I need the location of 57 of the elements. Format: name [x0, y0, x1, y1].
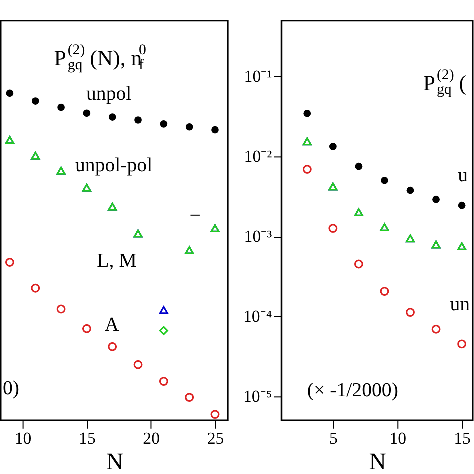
point	[108, 342, 118, 352]
point	[6, 258, 14, 267]
x-axis-title: N	[369, 450, 386, 474]
y-tick-label: 10⁻⁴	[243, 306, 272, 326]
point	[406, 308, 415, 318]
annotation: 0)	[2, 378, 20, 400]
x-tick-label: 15	[454, 428, 471, 448]
point	[458, 202, 466, 210]
point	[304, 110, 312, 118]
x-tick-label: 5	[329, 428, 338, 448]
x-tick-label: 15	[79, 428, 96, 448]
annotation: unpol-pol	[75, 154, 154, 177]
y-tick-label: 10⁻¹	[244, 67, 272, 86]
x-tick-label: 10	[14, 428, 32, 448]
point	[58, 104, 65, 112]
point	[458, 340, 467, 349]
point	[134, 116, 142, 124]
point	[56, 304, 66, 314]
point	[82, 324, 92, 334]
annotation: L, M	[97, 250, 138, 272]
point	[186, 123, 194, 131]
point	[381, 177, 388, 184]
point	[380, 287, 390, 296]
point	[406, 186, 414, 194]
point	[185, 393, 194, 402]
annotation: −	[190, 205, 201, 228]
x-tick-label: 25	[207, 428, 224, 448]
point	[32, 98, 40, 105]
point	[108, 114, 116, 121]
point	[159, 326, 168, 336]
annotation: unpol	[86, 83, 132, 106]
annotation: (× -1/2000)	[307, 380, 398, 402]
point	[159, 377, 168, 386]
point	[31, 284, 40, 293]
point	[330, 143, 337, 150]
point	[354, 260, 364, 269]
point	[432, 324, 441, 334]
y-tick-label: 10⁻²	[244, 147, 272, 166]
annotation: un	[450, 293, 470, 316]
annotation: A	[104, 314, 120, 336]
point	[160, 120, 168, 128]
point	[302, 165, 312, 174]
x-axis-title: N	[106, 450, 124, 474]
annotation: u	[458, 164, 468, 186]
point	[210, 410, 220, 420]
point	[328, 224, 338, 233]
point	[432, 196, 440, 204]
point	[212, 126, 219, 134]
point	[6, 90, 14, 98]
point	[159, 306, 168, 314]
point	[134, 360, 143, 370]
x-tick-label: 10	[390, 428, 407, 448]
point	[355, 162, 363, 170]
y-tick-label: 10⁻³	[244, 227, 272, 246]
point	[83, 110, 91, 118]
y-tick-label: 10⁻⁵	[243, 386, 272, 406]
x-tick-label: 20	[143, 428, 160, 448]
